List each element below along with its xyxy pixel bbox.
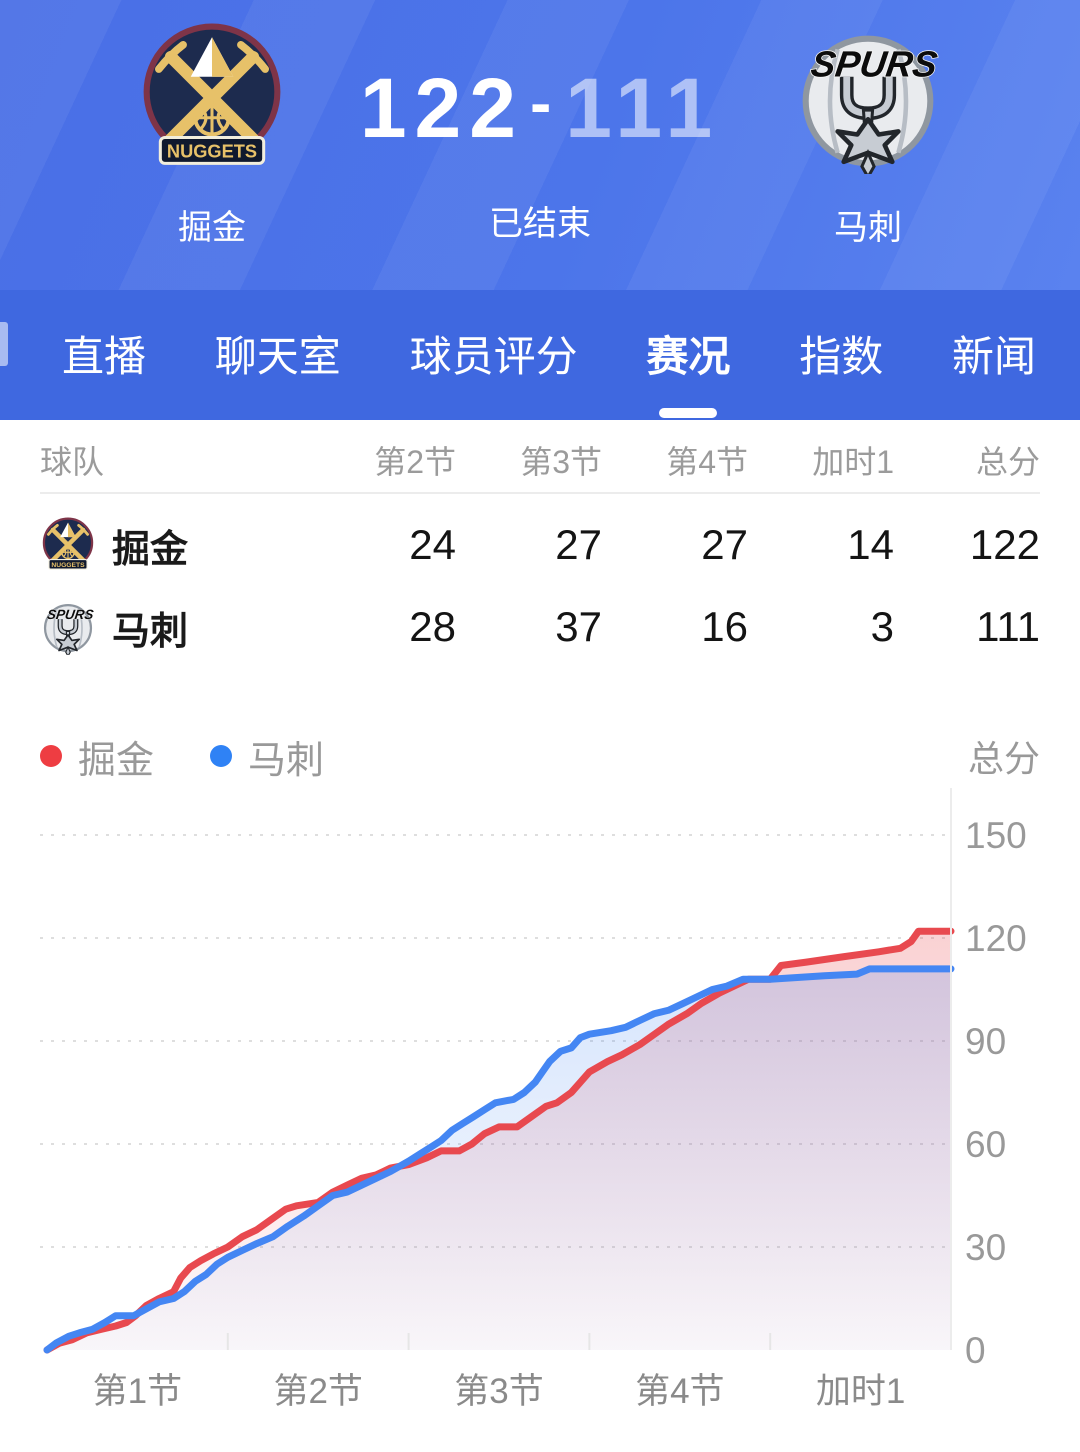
spurs-row-logo-icon: SPURS bbox=[43, 604, 95, 655]
spurs-wordmark: SPURS bbox=[46, 607, 94, 622]
legend-dot-icon bbox=[210, 745, 233, 767]
score-cell: 122 bbox=[969, 521, 1040, 568]
table-row-掘金: NUGGETS 掘金 24 27 27 14 122 bbox=[40, 504, 1040, 586]
legend-dot-icon bbox=[40, 745, 62, 767]
score-cell: 28 bbox=[409, 603, 456, 650]
score-cell: 27 bbox=[701, 521, 748, 568]
score-cell: 111 bbox=[976, 603, 1040, 650]
y-tick-label-30: 30 bbox=[965, 1227, 1006, 1268]
table-header-row: 球队 第2节 第3节 第4节 加时1 总分 bbox=[40, 428, 1040, 492]
home-team-name: 掘金 bbox=[178, 209, 246, 247]
tab-bar: 直播 聊天室 球员评分 赛况 指数 新闻 bbox=[0, 290, 1080, 420]
score-separator: - bbox=[529, 67, 560, 139]
tab-直播[interactable]: 直播 bbox=[62, 323, 146, 388]
team-name: 掘金 bbox=[112, 528, 189, 571]
y-tick-label-90: 90 bbox=[965, 1021, 1006, 1062]
table-column-第3节: 第3节 bbox=[520, 444, 602, 480]
x-axis-label-第3节: 第3节 bbox=[454, 1372, 543, 1411]
score-cell: 16 bbox=[701, 603, 748, 650]
home-score: 122 bbox=[359, 61, 524, 155]
spurs-logo-icon: SPURS bbox=[802, 35, 941, 174]
legend-label: 掘金 bbox=[78, 739, 155, 782]
active-tab-underline bbox=[659, 407, 718, 418]
score-cell: 37 bbox=[555, 603, 602, 650]
score-cell: 3 bbox=[870, 603, 894, 650]
tab-label: 赛况 bbox=[646, 332, 731, 380]
away-score: 111 bbox=[565, 61, 721, 155]
home-team-block[interactable]: NUGGETS 掘金 bbox=[82, 22, 342, 249]
tab-指数[interactable]: 指数 bbox=[799, 323, 883, 388]
x-axis-label-加时1: 加时1 bbox=[816, 1372, 905, 1411]
y-tick-label-150: 150 bbox=[965, 815, 1027, 856]
tab-球员评分[interactable]: 球员评分 bbox=[410, 323, 578, 388]
table-column-总分: 总分 bbox=[975, 444, 1040, 480]
match-header: NUGGETS 掘金 122-111 已结束 SPURS 马刺 bbox=[0, 0, 1080, 290]
x-axis-label-第1节: 第1节 bbox=[93, 1372, 182, 1411]
team-cell: NUGGETS 掘金 bbox=[40, 517, 310, 573]
team-cell: SPURS 马刺 bbox=[40, 599, 310, 655]
tab-新闻[interactable]: 新闻 bbox=[952, 323, 1036, 388]
table-column-加时1: 加时1 bbox=[812, 444, 894, 480]
area-马刺 bbox=[47, 968, 951, 1350]
y-tick-label-60: 60 bbox=[965, 1124, 1006, 1165]
nuggets-row-logo-icon: NUGGETS bbox=[42, 517, 94, 570]
score-row: 122-111 bbox=[0, 60, 1080, 157]
x-axis-label-第2节: 第2节 bbox=[273, 1372, 362, 1411]
x-axis-label-第4节: 第4节 bbox=[635, 1372, 724, 1411]
tab-聊天室[interactable]: 聊天室 bbox=[215, 323, 341, 388]
score-cell: 24 bbox=[409, 521, 456, 568]
tab-label: 球员评分 bbox=[409, 332, 578, 380]
y-axis-title: 总分 bbox=[967, 738, 1040, 779]
chart-legend: 掘金 马刺 总分 bbox=[0, 728, 1080, 784]
match-status: 已结束 bbox=[489, 205, 591, 243]
score-cell: 14 bbox=[847, 521, 894, 568]
line-马刺 bbox=[43, 965, 955, 1354]
tab-label: 新闻 bbox=[951, 332, 1036, 380]
legend-item-掘金[interactable]: 掘金 bbox=[40, 729, 154, 784]
spurs-wordmark: SPURS bbox=[809, 44, 941, 85]
legend-item-马刺[interactable]: 马刺 bbox=[210, 729, 324, 784]
legend-label: 马刺 bbox=[248, 739, 325, 782]
table-row-马刺: SPURS 马刺 28 37 16 3 111 bbox=[40, 586, 1040, 668]
team-name: 马刺 bbox=[112, 610, 189, 653]
away-team-block[interactable]: SPURS 马刺 bbox=[738, 22, 998, 249]
partial-scrolled-tab-glyph[interactable] bbox=[0, 322, 8, 366]
table-divider bbox=[40, 492, 1040, 494]
y-tick-label-120: 120 bbox=[965, 918, 1027, 959]
nuggets-wordmark: NUGGETS bbox=[167, 140, 257, 161]
tab-label: 直播 bbox=[62, 332, 147, 380]
nuggets-logo-icon: NUGGETS bbox=[143, 23, 281, 165]
away-team-name: 马刺 bbox=[834, 209, 902, 247]
nuggets-wordmark: NUGGETS bbox=[51, 562, 85, 569]
tab-赛况[interactable]: 赛况 bbox=[646, 323, 731, 418]
y-tick-label-0: 0 bbox=[965, 1330, 986, 1371]
table-column-球队: 球队 bbox=[40, 444, 105, 480]
tab-label: 指数 bbox=[799, 332, 884, 380]
quarter-score-table: 球队 第2节 第3节 第4节 加时1 总分 NUGGETS 掘金 24 27 27 14 122 bbox=[0, 428, 1080, 668]
table-column-第4节: 第4节 bbox=[666, 444, 748, 480]
tab-label: 聊天室 bbox=[214, 332, 341, 380]
table-column-第2节: 第2节 bbox=[374, 444, 456, 480]
score-cell: 27 bbox=[555, 521, 602, 568]
